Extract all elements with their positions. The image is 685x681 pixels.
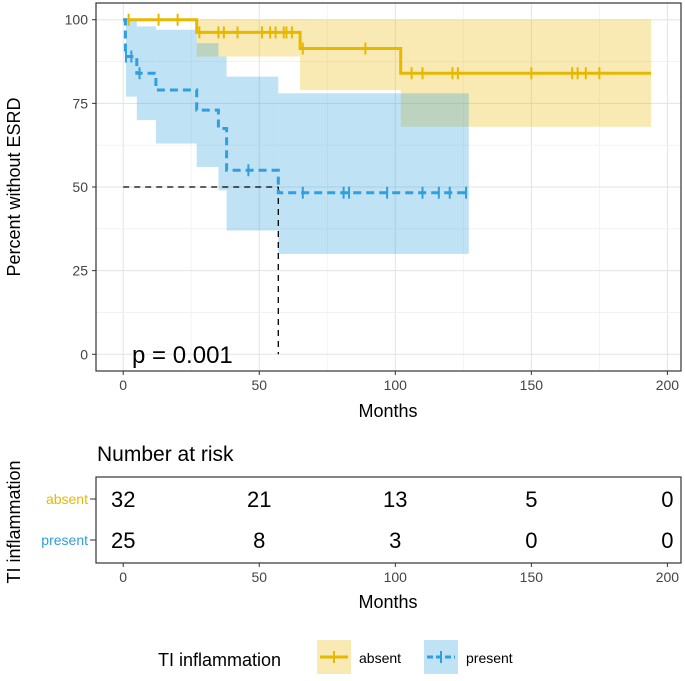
legend-items: absent present	[317, 640, 513, 674]
risk-row-label-absent: absent	[46, 491, 88, 507]
legend-label-absent: absent	[359, 650, 401, 666]
legend-item-present: present	[424, 640, 513, 674]
plot-gridlines	[96, 3, 681, 371]
risk-x-tick-label: 0	[119, 569, 127, 585]
risk-count-absent: 21	[247, 487, 271, 512]
risk-x-tick-label: 150	[520, 569, 544, 585]
y-axis-title: Percent without ESRD	[4, 97, 24, 276]
x-axis-ticks: 0 50 100 150 200	[119, 371, 679, 393]
ci-band-present	[136, 26, 156, 121]
ci-band-absent	[300, 19, 401, 90]
x-tick-label: 50	[251, 377, 267, 393]
risk-x-axis-title: Months	[358, 592, 417, 612]
risk-count-present: 0	[525, 528, 537, 553]
median-reference-lines	[123, 186, 279, 355]
risk-table-border	[95, 476, 682, 564]
x-tick-label: 100	[384, 377, 408, 393]
ci-band-present	[196, 43, 219, 167]
risk-x-tick-label: 200	[656, 569, 680, 585]
y-tick-label: 75	[72, 95, 88, 111]
ci-band-present	[218, 56, 227, 191]
risk-count-present: 8	[253, 528, 265, 553]
y-tick-label: 100	[65, 12, 89, 28]
legend: TI inflammation absent present	[158, 640, 513, 674]
legend-item-absent: absent	[317, 640, 401, 674]
x-tick-label: 0	[119, 377, 127, 393]
x-axis-title: Months	[358, 401, 417, 421]
risk-x-axis-ticks: 0 50 100 150 200	[119, 563, 679, 585]
ci-band-present	[226, 76, 279, 231]
risk-count-absent: 13	[383, 487, 407, 512]
risk-count-present: 3	[389, 528, 401, 553]
ci-band-present	[155, 29, 197, 144]
survival-curve-absent	[123, 18, 652, 75]
risk-table-background	[96, 477, 681, 563]
legend-title: TI inflammation	[158, 650, 281, 670]
risk-count-present: 0	[661, 528, 673, 553]
ci-band-present	[278, 93, 469, 254]
risk-y-axis-title: TI inflammation	[4, 460, 24, 583]
risk-table-title: Number at risk	[97, 443, 234, 466]
risk-count-absent: 0	[661, 487, 673, 512]
y-tick-label: 25	[72, 263, 88, 279]
survival-plot: 0 25 50 75 100 0 50 100 150 200 p = 0.001 Months…	[4, 2, 682, 421]
p-value-annotation: p = 0.001	[132, 342, 233, 369]
risk-row-label-present: present	[41, 532, 88, 548]
x-tick-label: 200	[656, 377, 680, 393]
censor-marks	[124, 13, 601, 199]
risk-count-absent: 32	[111, 487, 135, 512]
y-tick-label: 0	[80, 346, 88, 362]
y-tick-label: 50	[72, 179, 88, 195]
x-tick-label: 150	[520, 377, 544, 393]
risk-table-rows: absent 32 21 13 5 0 present 25 8 3 0 0	[41, 487, 673, 553]
risk-x-tick-label: 100	[384, 569, 408, 585]
risk-count-absent: 5	[525, 487, 537, 512]
legend-label-present: present	[466, 650, 513, 666]
risk-x-tick-label: 50	[251, 569, 267, 585]
y-axis-ticks: 0 25 50 75 100	[65, 12, 96, 362]
risk-count-present: 25	[111, 528, 135, 553]
